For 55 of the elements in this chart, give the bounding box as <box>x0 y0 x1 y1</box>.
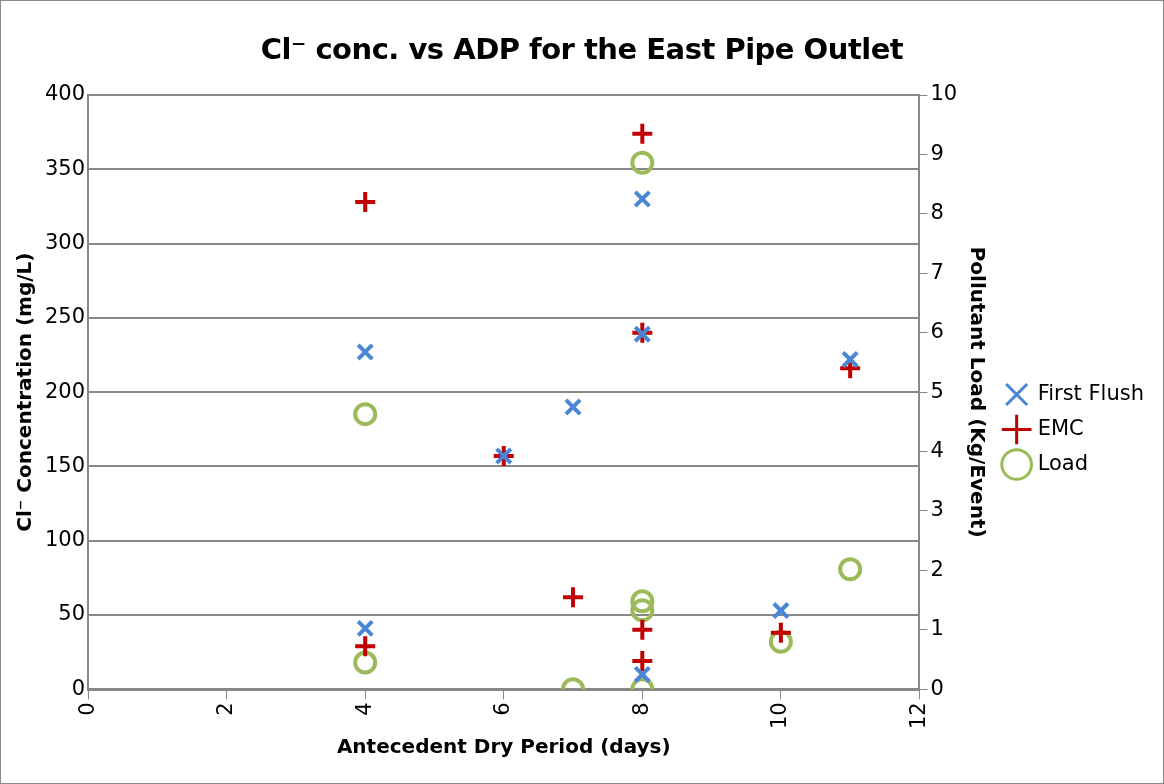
legend-label: Load <box>1037 450 1089 475</box>
legend-label: First Flush <box>1037 380 1144 405</box>
point <box>353 189 378 214</box>
point <box>563 397 583 417</box>
point <box>356 342 375 362</box>
point <box>630 150 655 175</box>
point <box>630 121 655 146</box>
x-tick-label: 8 <box>628 702 653 716</box>
y-tick-label: 0 <box>71 675 86 700</box>
y2-tick-label: 3 <box>930 497 944 522</box>
point <box>356 619 375 638</box>
x-tick-label: 4 <box>351 702 376 716</box>
y2-tick-label: 0 <box>930 675 944 700</box>
point <box>841 350 860 369</box>
point <box>633 665 652 684</box>
y-tick-label: 50 <box>58 601 86 626</box>
y-tick-label: 250 <box>44 304 86 329</box>
y-tick-label: 150 <box>44 452 86 477</box>
y2-tick-label: 6 <box>930 319 944 344</box>
y2-tick-label: 7 <box>930 259 944 284</box>
y2-tick-label: 9 <box>930 140 944 165</box>
y-tick-label: 100 <box>44 527 86 552</box>
y2-tick-label: 4 <box>930 438 944 463</box>
y2-tick-label: 10 <box>930 81 958 106</box>
y-tick-label: 350 <box>44 155 86 180</box>
legend-label: EMC <box>1037 415 1084 440</box>
y2-tick-label: 8 <box>930 200 944 225</box>
y-tick-label: 400 <box>44 81 86 106</box>
y2-tick-label: 5 <box>930 378 944 403</box>
point <box>561 585 586 610</box>
y2-axis-title: Pollutant Load (Kg/Event) <box>965 246 990 538</box>
y2-tick-label: 1 <box>930 616 944 641</box>
point <box>633 189 652 209</box>
y-tick-label: 300 <box>44 230 86 255</box>
point <box>771 601 790 620</box>
point <box>630 598 655 623</box>
x-tick-label: 2 <box>213 702 238 716</box>
x-tick-label: 12 <box>905 702 930 730</box>
point <box>630 649 655 674</box>
x-axis-title: Antecedent Dry Period (days) <box>336 734 671 759</box>
x-tick-label: 10 <box>767 702 792 730</box>
chart-title: Cl⁻ conc. vs ADP for the East Pipe Outlet <box>259 32 905 66</box>
point <box>353 650 378 675</box>
point <box>838 557 863 582</box>
y2-tick-label: 2 <box>930 556 944 581</box>
point <box>768 620 793 645</box>
point <box>633 325 652 344</box>
y-axis-title: Cl⁻ Concentration (mg/L) <box>12 252 37 532</box>
y-tick-label: 200 <box>44 378 86 403</box>
point <box>630 617 655 642</box>
x-tick-label: 0 <box>74 702 99 716</box>
x-tick-label: 6 <box>490 702 515 716</box>
point <box>353 634 378 659</box>
point <box>630 589 655 614</box>
point <box>353 402 378 427</box>
